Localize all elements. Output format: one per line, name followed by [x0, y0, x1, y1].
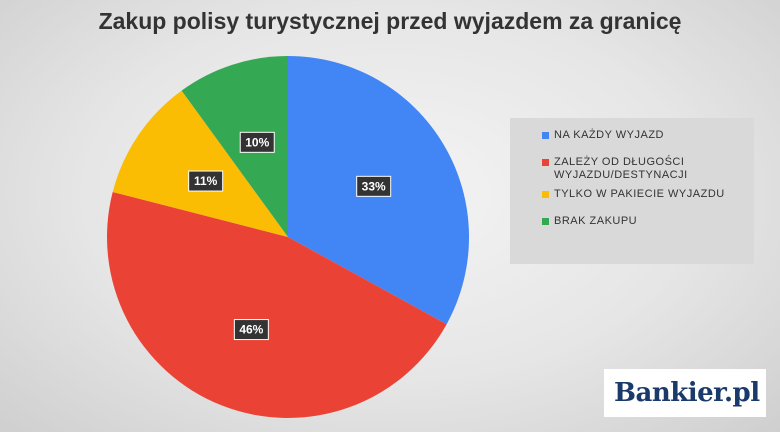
data-label-box-1 [233, 319, 269, 341]
data-label-text-0: 33% [362, 179, 386, 193]
data-label-0: 33% [356, 175, 392, 197]
bankier-logo: Bankier.pl [604, 369, 766, 417]
data-label-text-3: 10% [245, 135, 269, 149]
data-label-2: 11% [188, 170, 224, 192]
legend-label-1: ZALEŻY OD DŁUGOŚCI WYJAZDU/DESTYNACJI [554, 156, 688, 181]
pie-slice-2 [112, 90, 288, 237]
data-label-3: 10% [239, 131, 275, 153]
legend-label-0: NA KAŻDY WYJAZD [554, 129, 664, 141]
legend-swatch-0 [542, 132, 549, 139]
data-label-text-1: 46% [239, 323, 263, 337]
legend-swatch-3 [542, 218, 549, 225]
pie-slice-1 [106, 191, 447, 419]
legend-item-3: BRAK ZAKUPU [542, 215, 746, 228]
legend-item-0: NA KAŻDY WYJAZD [542, 129, 746, 142]
legend-label-2: TYLKO W PAKIECIE WYJAZDU [554, 188, 725, 200]
legend-label-3: BRAK ZAKUPU [554, 215, 638, 227]
legend-swatch-2 [542, 191, 549, 198]
chart-title: Zakup polisy turystycznej przed wyjazdem… [98, 8, 682, 34]
legend-item-2: TYLKO W PAKIECIE WYJAZDU [542, 188, 746, 201]
data-label-box-0 [356, 175, 392, 197]
legend-swatch-1 [542, 159, 549, 166]
legend-item-1: ZALEŻY OD DŁUGOŚCI WYJAZDU/DESTYNACJI [542, 156, 746, 182]
legend: NA KAŻDY WYJAZD ZALEŻY OD DŁUGOŚCI WYJAZD… [510, 118, 754, 264]
data-label-text-2: 11% [194, 174, 218, 188]
data-label-box-3 [239, 131, 275, 153]
data-label-box-2 [188, 170, 224, 192]
pie-slice-3 [181, 56, 288, 237]
logo-text: Bankier.pl [614, 378, 760, 408]
data-label-1: 46% [233, 319, 269, 341]
